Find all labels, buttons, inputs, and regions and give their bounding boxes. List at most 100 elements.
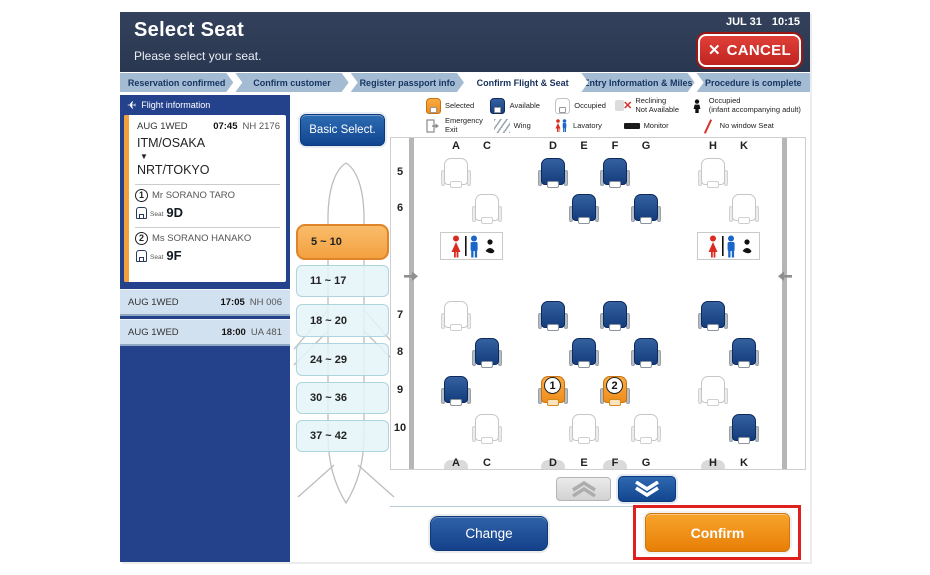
seat-10C: [472, 414, 502, 444]
cabin-selector-panel: Basic Select. 5 ~ 10 11 ~ 17 18 ~ 20 24 ~ 2…: [290, 95, 402, 505]
column-header-A: A: [452, 140, 460, 152]
legend-item: Wing: [493, 117, 552, 135]
flight-time: 07:45: [213, 121, 238, 132]
seat-9H: [698, 376, 728, 406]
assigned-seat: 9D: [166, 204, 183, 220]
seat-7F[interactable]: [600, 301, 630, 331]
column-footer-D: D: [549, 457, 557, 469]
legend-item: No window Seat: [699, 117, 810, 135]
legend-label: Monitor: [643, 120, 669, 130]
seat-5F[interactable]: [600, 158, 630, 188]
legend-item: Available: [489, 97, 554, 115]
row-number-9: 9: [396, 384, 404, 396]
legend-label: Occupied (infant accompanying adult): [708, 96, 801, 114]
scroll-down-button[interactable]: [618, 476, 676, 502]
legend-item: Selected: [424, 97, 489, 115]
no-window-seat-icon: [699, 117, 717, 135]
column-header-E: E: [580, 140, 588, 152]
current-flight-card: AUG 1WED 07:45 NH 2176 ITM/OSAKA ▼ NRT/T…: [124, 115, 286, 282]
selected-passenger-badge: 2: [606, 377, 623, 394]
tab-register-passport-info[interactable]: Register passport info: [351, 73, 464, 92]
passenger-number-badge: 2: [135, 231, 148, 245]
seat-icon: [136, 249, 147, 262]
monitor-icon: [623, 117, 641, 135]
column-header-F: F: [611, 140, 619, 152]
row-range-button-30-36[interactable]: 30 ~ 36: [296, 382, 389, 414]
row-range-button-5-10[interactable]: 5 ~ 10: [296, 224, 389, 260]
legend-item: Lavatory: [552, 117, 623, 135]
wing-icon: [493, 117, 511, 135]
right-drag-handle-icon[interactable]: [778, 268, 792, 284]
change-button[interactable]: Change: [430, 516, 548, 551]
seat-8K[interactable]: [729, 338, 759, 368]
tab-entry-information-miles[interactable]: Entry Information & Miles: [581, 73, 694, 92]
column-tab-D: [541, 460, 565, 469]
infant-occupied-icon: [688, 97, 706, 115]
seat-word: Seat: [150, 253, 164, 261]
seat-5D[interactable]: [538, 158, 568, 188]
right-scroll-track[interactable]: [782, 138, 787, 469]
flight-tab-ua-481[interactable]: AUG 1WED 18:00 UA 481: [120, 319, 290, 346]
passenger-number-badge: 1: [135, 188, 148, 202]
flight-number: NH 2176: [242, 121, 281, 132]
seat-10E: [569, 414, 599, 444]
seat-9F[interactable]: 2: [600, 376, 630, 406]
seat-6C: [472, 194, 502, 224]
column-footer-A: A: [452, 457, 460, 469]
seat-8E[interactable]: [569, 338, 599, 368]
cancel-button-label: CANCEL: [726, 42, 791, 59]
flight-tab-nh-006[interactable]: AUG 1WED 17:05 NH 006: [120, 289, 290, 316]
plane-icon: ✈: [127, 99, 137, 112]
confirm-highlight-frame: [633, 505, 801, 560]
legend-label: Reclining Not Available: [635, 96, 680, 114]
chevron-up-icon: [571, 481, 596, 497]
seat-6G[interactable]: [631, 194, 661, 224]
seat-9A[interactable]: [441, 376, 471, 406]
seat-9D[interactable]: 1: [538, 376, 568, 406]
basic-select-button[interactable]: Basic Select.: [300, 114, 385, 146]
row-range-button-24-29[interactable]: 24 ~ 29: [296, 343, 389, 376]
column-tab-F: [603, 460, 627, 469]
tab-procedure-is-complete[interactable]: Procedure is complete: [696, 73, 810, 92]
passenger-name: Ms SORANO HANAKO: [152, 232, 252, 244]
page-subtitle: Please select your seat.: [134, 49, 262, 63]
page-title: Select Seat: [134, 19, 245, 41]
tab-confirm-flight-seat[interactable]: Confirm Flight & Seat: [466, 73, 579, 92]
row-number-6: 6: [396, 202, 404, 214]
flight-sidebar: ✈ Flight information AUG 1WED 07:45 NH 2…: [120, 95, 290, 562]
column-tab-H: [701, 460, 725, 469]
passenger-item: 1 Mr SORANO TARO Seat 9D: [124, 188, 286, 224]
column-footer-F: F: [611, 457, 619, 469]
seat-select-screen: Select Seat Please select your seat. JUL…: [120, 12, 810, 562]
seat-7D[interactable]: [538, 301, 568, 331]
passenger-item: 2 Ms SORANO HANAKO Seat 9F: [135, 226, 280, 267]
passenger-name: Mr SORANO TARO: [152, 189, 236, 201]
column-footer-E: E: [580, 457, 588, 469]
tab-reservation-confirmed[interactable]: Reservation confirmed: [120, 73, 233, 92]
breadcrumb: Reservation confirmed Confirm customer Reg…: [120, 72, 810, 93]
flight-date: AUG 1WED: [137, 121, 188, 132]
seat-10K[interactable]: [729, 414, 759, 444]
seat-7H[interactable]: [698, 301, 728, 331]
lavatory-icon: [440, 232, 503, 260]
legend-label: Occupied: [574, 100, 606, 110]
row-range-button-11-17[interactable]: 11 ~ 17: [296, 265, 389, 297]
row-range-button-37-42[interactable]: 37 ~ 42: [296, 420, 389, 452]
seat-10G: [631, 414, 661, 444]
route-arrow-icon: ▼: [140, 152, 148, 162]
seat-8C[interactable]: [472, 338, 502, 368]
scroll-up-button[interactable]: [556, 477, 611, 501]
seat-6E[interactable]: [569, 194, 599, 224]
row-number-8: 8: [396, 346, 404, 358]
confirm-button[interactable]: Confirm: [645, 513, 790, 552]
legend-item: Monitor: [623, 117, 699, 135]
row-number-10: 10: [393, 422, 407, 434]
left-scroll-track[interactable]: [409, 138, 414, 469]
left-drag-handle-icon[interactable]: [404, 268, 418, 284]
row-range-button-18-20[interactable]: 18 ~ 20: [296, 304, 389, 337]
seat-7A: [441, 301, 471, 331]
cancel-button[interactable]: ✕ CANCEL: [698, 34, 801, 67]
tab-confirm-customer[interactable]: Confirm customer: [235, 73, 348, 92]
legend-label: Selected: [445, 100, 475, 110]
seat-8G[interactable]: [631, 338, 661, 368]
